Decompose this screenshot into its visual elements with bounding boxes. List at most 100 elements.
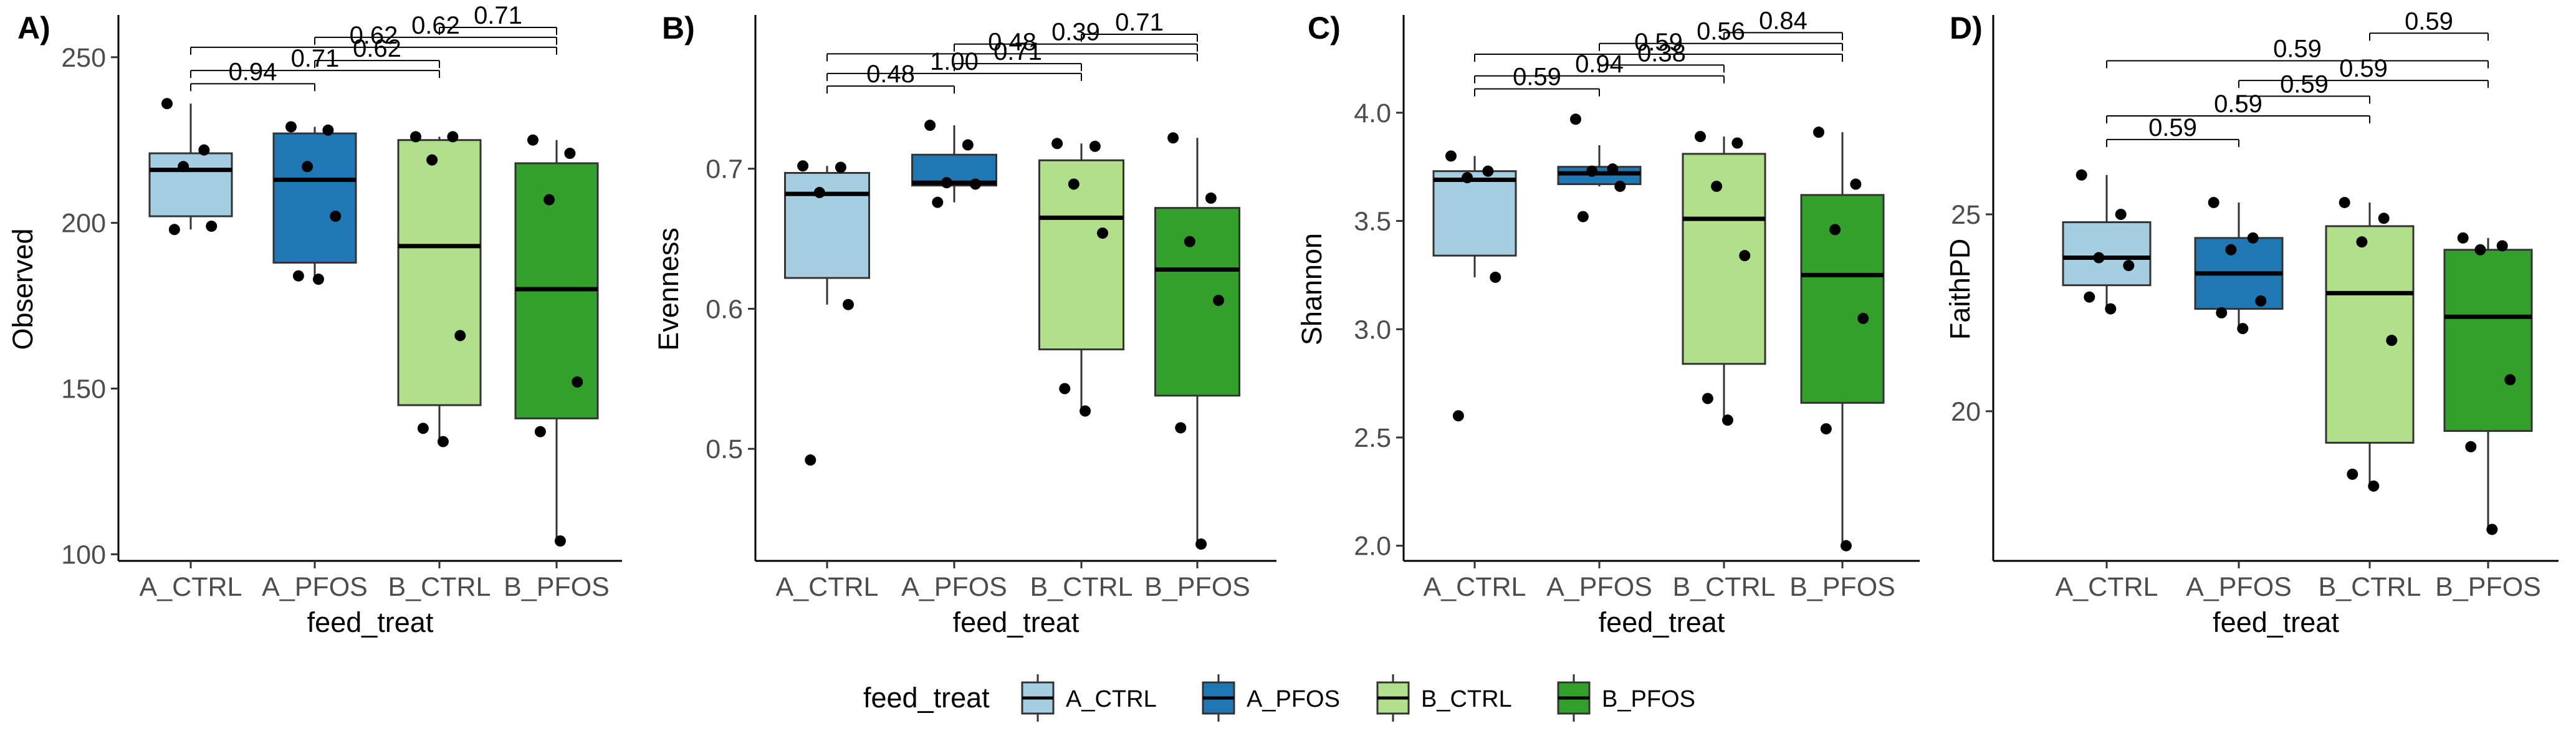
x-axis-title: feed_treat <box>1599 606 1725 638</box>
data-point <box>2504 374 2516 386</box>
p-value-label: 0.59 <box>2214 90 2262 118</box>
y-axis-title: Shannon <box>1296 233 1328 345</box>
box-a-pfos <box>272 127 357 280</box>
legend-title: feed_treat <box>863 682 990 714</box>
data-point <box>924 120 936 131</box>
data-point <box>178 161 189 173</box>
data-point <box>1452 410 1464 422</box>
y-tick-label: 25 <box>1951 200 1981 230</box>
data-point <box>970 178 982 190</box>
data-point <box>797 160 809 172</box>
box-a-ctrl <box>148 103 233 230</box>
data-point <box>2208 196 2219 208</box>
data-point <box>805 454 816 466</box>
y-tick-label: 3.5 <box>1354 207 1391 237</box>
data-point <box>2465 441 2477 452</box>
y-tick-label: 0.6 <box>706 294 743 324</box>
y-tick-label: 0.7 <box>706 155 743 184</box>
panel-label: B) <box>662 11 695 45</box>
x-tick-label: A_CTRL <box>1424 572 1526 602</box>
x-tick-label: A_CTRL <box>140 572 242 602</box>
data-point <box>1462 172 1473 184</box>
comparison-bracket: 0.48 <box>826 60 955 94</box>
comparison-bracket: 0.59 <box>2238 70 2370 104</box>
data-point <box>1840 540 1852 552</box>
x-tick-label: B_CTRL <box>2319 572 2421 602</box>
p-value-label: 0.71 <box>291 45 340 72</box>
x-tick-label: B_PFOS <box>1144 572 1250 602</box>
p-value-label: 0.48 <box>866 60 915 88</box>
comparison-bracket: 0.62 <box>314 35 440 69</box>
data-point <box>1097 227 1109 239</box>
box-b-ctrl <box>1682 136 1766 421</box>
data-point <box>941 177 952 189</box>
legend-label: B_PFOS <box>1602 686 1695 712</box>
box-b-pfos <box>514 140 599 542</box>
y-tick-label: 2.0 <box>1354 532 1391 562</box>
p-value-label: 0.94 <box>1575 50 1624 78</box>
x-tick-label: B_PFOS <box>2435 572 2541 602</box>
p-value-label: 0.59 <box>2405 7 2453 35</box>
x-tick-label: B_CTRL <box>1030 572 1133 602</box>
comparison-bracket: 0.59 <box>2106 36 2489 69</box>
data-point <box>1068 178 1080 190</box>
data-point <box>2474 244 2486 256</box>
data-point <box>2356 236 2368 248</box>
data-point <box>1711 180 1723 192</box>
box-a-pfos <box>2194 202 2284 329</box>
legend-item-b-ctrl: B_CTRL <box>1376 674 1512 722</box>
data-point <box>835 161 846 173</box>
data-point <box>198 144 210 156</box>
data-point <box>437 436 449 447</box>
p-value-label: 0.59 <box>2273 36 2322 63</box>
panel-label: A) <box>17 11 50 45</box>
y-tick-label: 100 <box>61 540 106 570</box>
box-b-ctrl <box>1038 143 1124 411</box>
comparison-bracket: 0.59 <box>2238 55 2489 88</box>
p-value-label: 0.62 <box>411 12 460 39</box>
legend-label: A_PFOS <box>1247 686 1340 712</box>
y-tick-label: 150 <box>61 375 106 404</box>
legend-item-a-pfos: A_PFOS <box>1202 674 1340 722</box>
data-point <box>2247 232 2259 244</box>
data-point <box>2386 335 2398 346</box>
data-point <box>1812 127 1824 138</box>
comparison-bracket: 0.71 <box>1081 9 1198 42</box>
p-value-label: 0.59 <box>2339 55 2388 82</box>
data-point <box>1857 312 1869 324</box>
data-point <box>409 131 421 143</box>
box-a-ctrl <box>784 166 870 305</box>
data-point <box>2225 244 2237 256</box>
data-point <box>292 270 304 282</box>
data-point <box>2115 208 2127 220</box>
box-iqr <box>1154 207 1240 397</box>
data-point <box>1089 140 1101 152</box>
data-point <box>1175 422 1187 434</box>
y-axis-title: FaithPD <box>1944 239 1976 340</box>
x-tick-label: B_CTRL <box>1673 572 1776 602</box>
comparison-bracket: 0.94 <box>1474 50 1725 84</box>
y-tick-label: 3.0 <box>1354 315 1391 345</box>
data-point <box>1080 405 1091 417</box>
data-point <box>168 224 180 236</box>
data-point <box>1051 138 1063 150</box>
p-value-label: 0.56 <box>1697 18 1745 45</box>
x-tick-label: A_PFOS <box>901 572 1007 602</box>
legend-label: B_CTRL <box>1421 686 1512 712</box>
y-tick-label: 200 <box>61 209 106 239</box>
x-axis-title: feed_treat <box>2213 606 2339 638</box>
data-point <box>962 139 974 151</box>
data-point <box>572 376 583 388</box>
comparison-bracket: 0.39 <box>954 19 1198 52</box>
data-point <box>322 124 334 136</box>
data-point <box>1577 211 1589 222</box>
data-point <box>285 121 297 133</box>
data-point <box>2486 523 2498 535</box>
data-point <box>330 211 342 222</box>
y-tick-label: 2.5 <box>1354 423 1391 453</box>
box-b-pfos <box>1154 138 1240 545</box>
box-iqr <box>272 132 357 264</box>
p-value-label: 0.59 <box>1634 29 1683 56</box>
box-b-pfos <box>2443 237 2533 530</box>
